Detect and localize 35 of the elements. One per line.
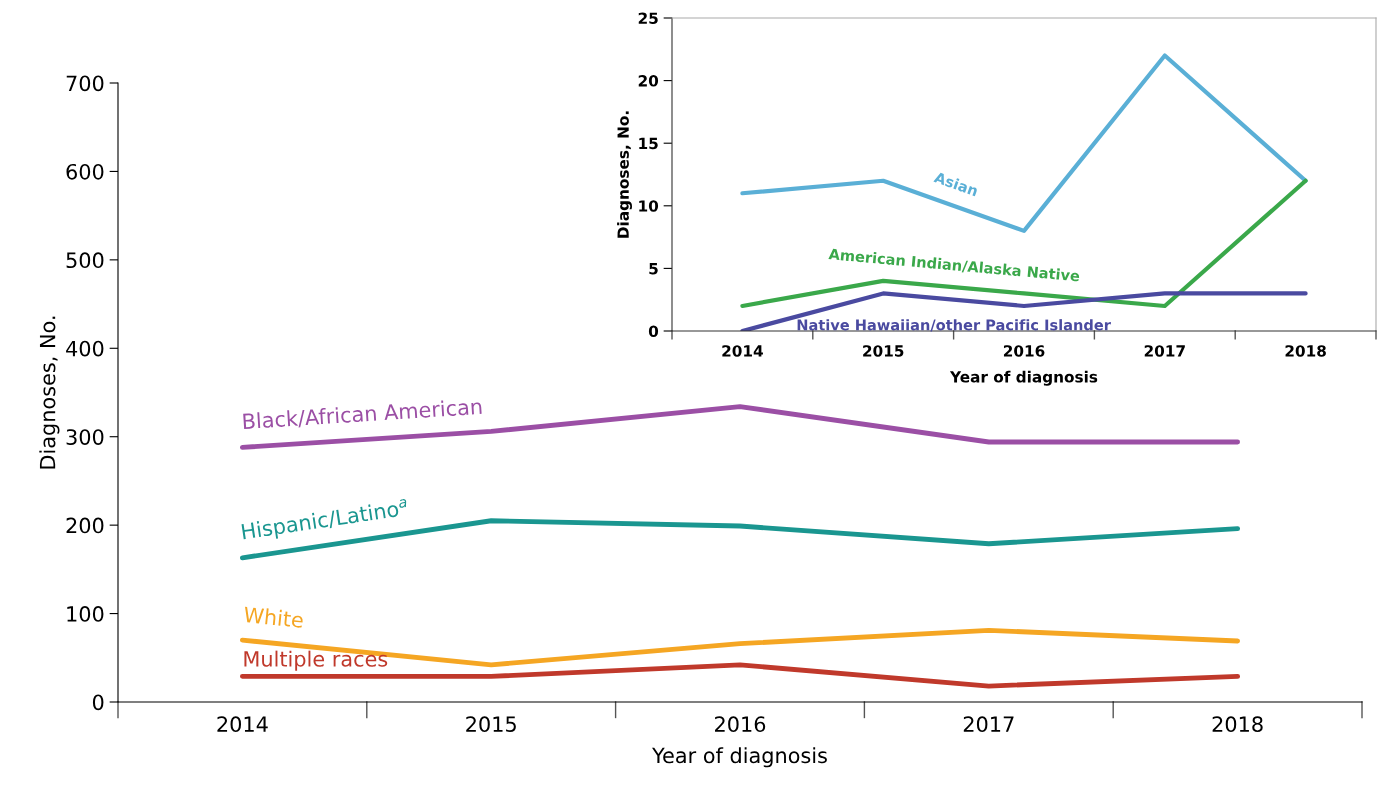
y-axis-title: Diagnoses, No. xyxy=(617,111,632,238)
x-tick-label: 2017 xyxy=(1144,345,1185,357)
y-tick-label: 15 xyxy=(639,137,658,150)
y-tick-label: 400 xyxy=(66,340,104,357)
series-label: Native Hawaiian/other Pacific Islander xyxy=(797,319,1111,332)
y-tick-label: 5 xyxy=(649,263,658,275)
y-tick-label: 0 xyxy=(92,694,104,711)
text: White xyxy=(243,606,304,629)
series-label: Black/African American xyxy=(243,397,482,431)
x-tick-label: 2018 xyxy=(1285,345,1326,357)
y-tick-label: 700 xyxy=(66,75,104,92)
text: Asian xyxy=(933,171,979,197)
y-tick-label: 200 xyxy=(66,517,104,534)
y-tick-label: 25 xyxy=(638,12,658,25)
y-tick-label: 10 xyxy=(639,200,659,212)
y-tick-label: 20 xyxy=(638,75,659,87)
y-tick-label: 100 xyxy=(67,606,104,622)
series-label: Multiple races xyxy=(244,650,388,671)
x-tick-label: 2014 xyxy=(217,716,268,733)
x-tick-label: 2018 xyxy=(1212,716,1263,733)
x-tick-label: 2016 xyxy=(1003,345,1045,357)
x-axis-title: Year of diagnosis xyxy=(949,370,1098,386)
text: Hispanic/Latino$^{a}$ xyxy=(241,498,409,544)
y-tick-label: 0 xyxy=(648,325,659,338)
y-axis-title: Diagnoses, No. xyxy=(39,316,60,469)
x-tick-label: 2015 xyxy=(466,716,516,733)
text: American Indian/Alaska Native xyxy=(828,248,1080,283)
x-tick-label: 2016 xyxy=(715,716,766,733)
y-tick-label: 600 xyxy=(66,163,104,180)
x-tick-label: 2015 xyxy=(863,345,904,357)
x-tick-label: 2014 xyxy=(722,345,763,357)
y-tick-label: 500 xyxy=(66,252,104,269)
x-tick-label: 2017 xyxy=(963,716,1014,733)
y-tick-label: 300 xyxy=(66,429,104,445)
x-axis-title: Year of diagnosis xyxy=(652,747,827,768)
